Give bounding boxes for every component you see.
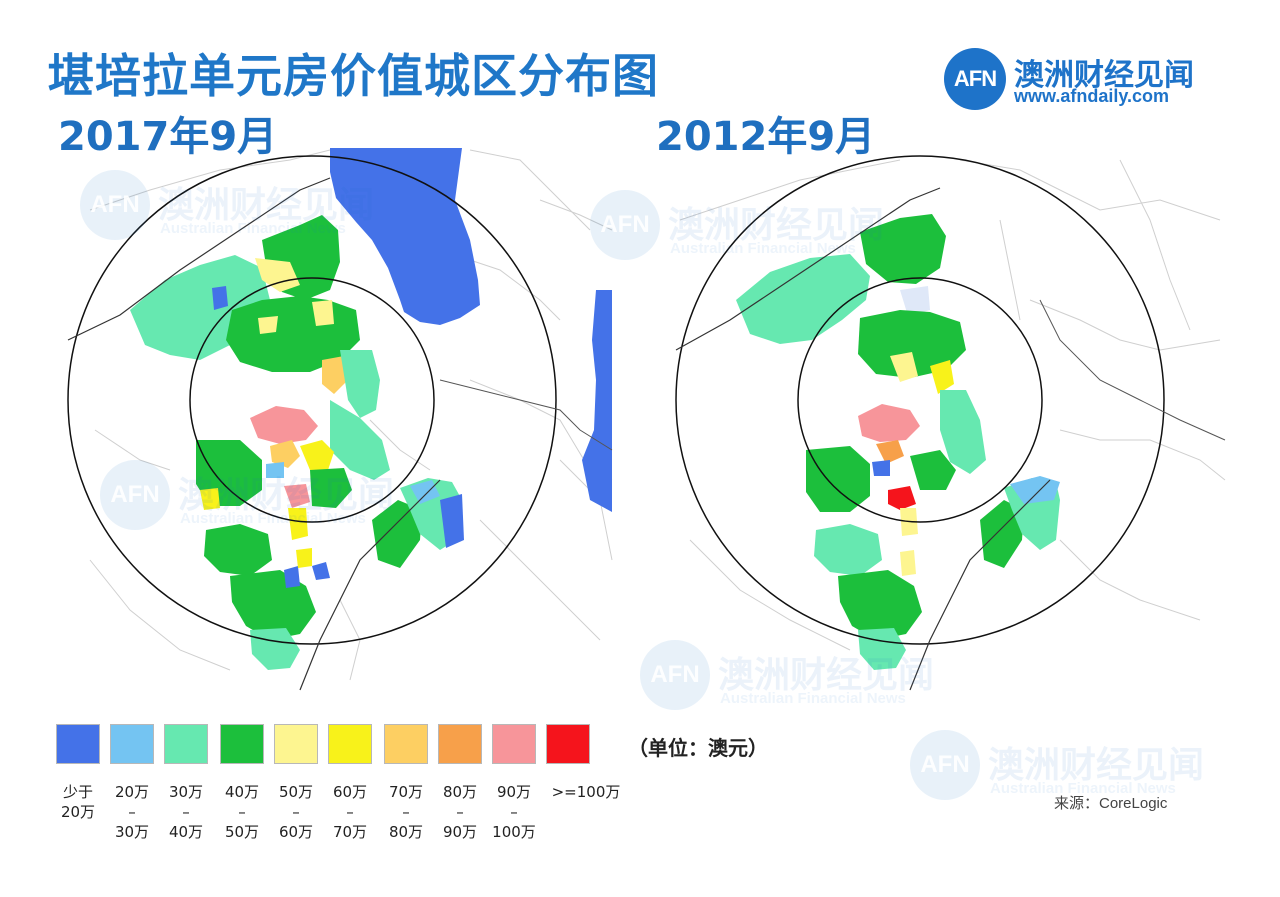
r2012-yellow-2 <box>930 360 954 394</box>
afn-logo: AFN 澳洲财经见闻 www.afndaily.com <box>944 48 1214 110</box>
r2012-yellow-4 <box>900 550 916 576</box>
r2012-orange-central <box>876 440 904 464</box>
region-blue-small-3 <box>312 562 330 580</box>
border-line-nw-2017 <box>67 177 331 341</box>
region-blue-small-1 <box>212 286 228 310</box>
r2012-red-small <box>888 486 916 510</box>
border-line-nw-2012 <box>675 187 941 351</box>
legend-swatch-9 <box>546 724 590 764</box>
region-pink-central <box>250 406 318 444</box>
legend-label: 60万 – 70万 <box>332 783 368 841</box>
legend-swatch-8 <box>492 724 536 764</box>
region-lightblue-east <box>410 480 440 504</box>
map-label-2017: 2017年9月 <box>58 114 278 160</box>
region-orange-central <box>270 440 300 468</box>
legend-swatch-1 <box>110 724 154 764</box>
ring-inner-2017 <box>189 277 435 523</box>
legend-swatch-6 <box>384 724 428 764</box>
legend-label: 80万 – 90万 <box>442 783 478 841</box>
region-blue-east-small <box>440 494 464 548</box>
r2012-yellow-1 <box>890 352 918 382</box>
ring-inner-2012 <box>797 277 1043 523</box>
region-woden <box>204 524 272 576</box>
legend-label: 40万 – 50万 <box>224 783 260 841</box>
r2012-pink-central <box>858 404 920 442</box>
region-inner-north <box>340 350 380 418</box>
r2012-blue-small <box>872 460 890 476</box>
legend-swatch-0 <box>56 724 100 764</box>
afn-logo-name: 澳洲财经见闻 <box>1014 58 1194 93</box>
r2012-pale-1 <box>900 286 930 316</box>
region-yellow-small-2 <box>312 300 334 326</box>
border-line-e-2017 <box>439 379 613 451</box>
region-blue-north <box>330 148 480 325</box>
region-majura <box>330 400 390 480</box>
region-blue-small-2 <box>284 566 300 588</box>
region-blue-east <box>582 290 612 512</box>
region-narrabundah <box>310 468 352 508</box>
region-tuggeranong <box>230 570 316 640</box>
region-yellow-small-5 <box>296 548 312 568</box>
afn-logo-mark: AFN <box>944 48 1006 110</box>
legend-unit: （单位：澳元） <box>628 736 768 760</box>
region-yellow-small-1 <box>258 316 278 334</box>
source-note: 来源：CoreLogic <box>1054 795 1168 812</box>
region-orange-small-1 <box>322 356 348 394</box>
region-lightblue-central <box>266 462 284 478</box>
r2012-narrabundah <box>910 450 956 490</box>
r2012-belconnen-central <box>858 310 966 378</box>
region-queanbeyan <box>372 500 422 568</box>
region-yellow-small-3 <box>200 488 220 510</box>
region-yellow-north <box>255 258 300 292</box>
legend-label: 30万 – 40万 <box>168 783 204 841</box>
border-line-se-2012 <box>909 479 1051 691</box>
afn-logo-url: www.afndaily.com <box>1014 86 1170 106</box>
boundary-lines-2012 <box>679 159 1226 651</box>
legend-label: 20万 – 30万 <box>114 783 150 841</box>
r2012-weston-creek <box>806 446 870 512</box>
map-2017 <box>67 148 613 691</box>
legend-swatch-5 <box>328 724 372 764</box>
ring-outer-2017 <box>67 155 557 645</box>
region-pink-south <box>284 484 310 508</box>
r2012-belconnen-west <box>736 254 870 344</box>
legend-swatch-3 <box>220 724 264 764</box>
map-label-2012: 2012年9月 <box>656 114 876 160</box>
legend-swatch-4 <box>274 724 318 764</box>
r2012-majura <box>940 390 986 474</box>
map-2012 <box>675 155 1226 691</box>
legend-label: 少于 20万 <box>60 783 96 821</box>
region-yellow-small-4 <box>288 508 308 540</box>
page-title: 堪培拉单元房价值城区分布图 <box>48 49 659 103</box>
border-line-e-2012 <box>1039 299 1226 441</box>
r2012-gungahlin <box>860 214 946 284</box>
legend-label: 50万 – 60万 <box>278 783 314 841</box>
legend-label: 90万 – 100万 <box>492 783 536 841</box>
ring-outer-2012 <box>675 155 1165 645</box>
region-yellow-central <box>300 440 334 470</box>
map-legend: 少于 20万 20万 – 30万 30万 – 40万 40万 – 50万 50万… <box>56 724 676 841</box>
legend-swatch-2 <box>164 724 208 764</box>
legend-label: 70万 – 80万 <box>388 783 424 841</box>
r2012-tuggeranong <box>838 570 922 640</box>
r2012-woden <box>814 524 882 576</box>
legend-swatch-7 <box>438 724 482 764</box>
legend-label: >=100万 <box>551 783 621 801</box>
border-line-se-2017 <box>299 479 441 691</box>
